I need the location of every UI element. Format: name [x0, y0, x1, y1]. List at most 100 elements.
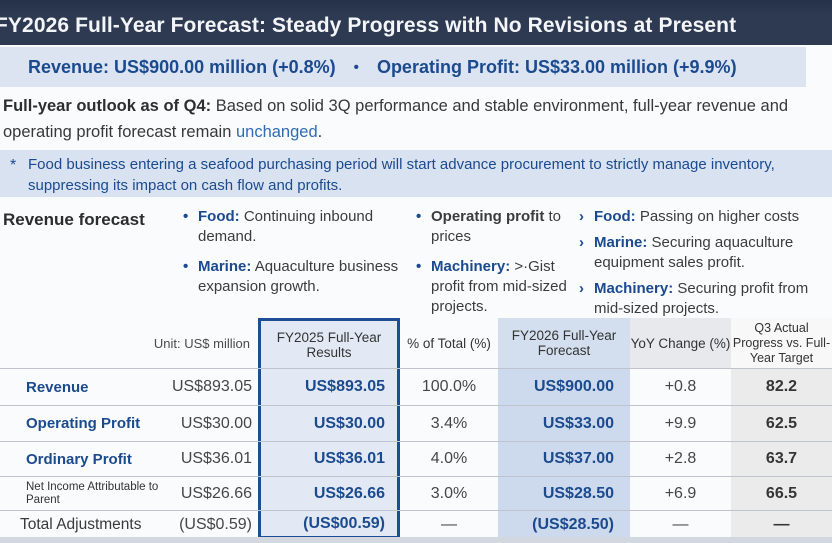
cell-pct: 3.0%: [430, 484, 468, 502]
kpi-bar: Revenue: US$900.00 million (+0.8%) • Ope…: [0, 47, 806, 87]
kpi-revenue: Revenue: US$900.00 million (+0.8%): [28, 57, 336, 78]
forecast-section: Revenue forecast • Food: Continuing inbo…: [0, 203, 832, 316]
page-title: FY2026 Full-Year Forecast: Steady Progre…: [0, 13, 737, 37]
cell-yoy: +6.9: [664, 484, 697, 502]
column-header-q3: Q3 Actual Progress vs. Full-Year Target: [731, 318, 832, 368]
list-item: › Food: Passing on higher costs: [579, 207, 832, 227]
item-text: Securing profit from mid-sized projects.: [594, 280, 809, 316]
kpi-operating-profit: Operating Profit: US$33.00 million (+9.9…: [377, 57, 737, 78]
bullet-icon: •: [416, 258, 422, 275]
cell-q3: 82.2: [731, 369, 832, 405]
item-label: Marine:: [594, 234, 648, 251]
kpi-op-value: US$33.00 million: [524, 56, 669, 77]
cell-current: US$26.66: [180, 484, 252, 502]
arrow-icon: ›: [579, 208, 584, 225]
outlook-highlight: unchanged: [235, 123, 318, 141]
unit-label: Unit: US$ million: [153, 335, 250, 351]
cell-fy2025: US$30.00: [258, 406, 400, 441]
cell-q3: —: [731, 511, 832, 539]
row-label: Operating Profit: [26, 415, 141, 432]
cell-fy2026: (US$28.50): [498, 511, 630, 539]
column-header-fy2026: FY2026 Full-Year Forecast: [498, 318, 630, 368]
cell-yoy: +2.8: [664, 450, 697, 467]
list-item: • Food: Continuing inbound demand.: [183, 207, 411, 247]
column-header-pct: % of Total (%): [407, 335, 491, 351]
note-text: Food business entering a seafood purchas…: [28, 156, 775, 194]
cell-pct: 4.0%: [430, 450, 468, 467]
cell-fy2025: (US$00.59): [258, 511, 400, 539]
arrow-icon: ›: [579, 234, 584, 251]
item-label: Machinery:: [431, 258, 511, 275]
row-label: Total Adjustments: [20, 516, 142, 533]
note-bar: * Food business entering a seafood purch…: [0, 150, 832, 197]
list-item: • Marine: Aquaculture business expansion…: [183, 257, 411, 297]
bullet-separator-icon: •: [353, 58, 359, 76]
kpi-op-change: (+9.9%): [673, 56, 737, 77]
cell-fy2025: US$36.01: [258, 442, 400, 476]
table-header-row: Unit: US$ million FY2025 Full-Year Resul…: [0, 318, 832, 368]
kpi-op-label: Operating Profit:: [376, 56, 520, 77]
list-item: › Marine: Securing aquaculture equipment…: [579, 233, 832, 273]
cell-q3: 63.7: [731, 442, 832, 476]
cell-yoy: +9.9: [664, 414, 697, 432]
kpi-revenue-value: US$900.00 million: [114, 56, 268, 77]
row-label: Ordinary Profit: [26, 450, 132, 468]
table-row: Operating Profit US$30.00 US$30.00 3.4% …: [0, 405, 832, 441]
row-label: Revenue: [26, 378, 89, 396]
cell-current: US$30.00: [180, 414, 252, 432]
cell-fy2026: US$900.00: [498, 369, 630, 405]
list-item: • Machinery: >·Gist profit from mid-size…: [416, 257, 578, 316]
item-text: Securing aquaculture equipment sales pro…: [594, 234, 794, 271]
outlook-paragraph: Full-year outlook as of Q4: Based on sol…: [3, 93, 803, 145]
table-row: Net Income Attributable to Parent US$26.…: [0, 476, 832, 510]
item-label: Food:: [594, 208, 636, 225]
forecast-profit-column: • Operating profit to prices • Machinery…: [416, 207, 578, 316]
cell-current: US$893.05: [171, 378, 252, 395]
list-item: • Operating profit to prices: [416, 207, 578, 247]
bottom-strip: [0, 537, 832, 543]
cell-fy2026: US$28.50: [498, 477, 630, 510]
cell-yoy: +0.8: [664, 378, 697, 395]
title-bar: FY2026 Full-Year Forecast: Steady Progre…: [0, 0, 832, 45]
cell-pct: 100.0%: [421, 378, 477, 395]
cell-current: US$36.01: [180, 450, 252, 467]
cell-pct: 3.4%: [430, 414, 468, 432]
results-table: Unit: US$ million FY2025 Full-Year Resul…: [0, 318, 832, 539]
cell-current: (US$0.59): [179, 516, 252, 533]
cell-q3: 66.5: [731, 477, 832, 510]
item-label: Machinery:: [594, 280, 674, 297]
item-text: Passing on higher costs: [639, 208, 800, 225]
kpi-revenue-label: Revenue:: [28, 56, 110, 77]
kpi-revenue-change: (+0.8%): [272, 56, 336, 77]
cell-q3: 62.5: [731, 406, 832, 441]
item-text: Continuing inbound demand.: [198, 208, 374, 245]
cell-fy2026: US$33.00: [498, 406, 630, 441]
cell-pct: —: [441, 516, 457, 533]
cell-fy2025: US$26.66: [258, 477, 400, 510]
cell-fy2025: US$893.05: [258, 369, 400, 405]
list-item: › Machinery: Securing profit from mid-si…: [579, 279, 832, 316]
arrow-icon: ›: [579, 280, 584, 297]
item-label: Food:: [198, 208, 240, 225]
outlook-period: .: [317, 123, 323, 141]
outlook-body: Based on solid 3Q performance and stable…: [3, 97, 789, 141]
table-row: Ordinary Profit US$36.01 US$36.01 4.0% U…: [0, 441, 832, 476]
table-row: Revenue US$893.05 US$893.05 100.0% US$90…: [0, 368, 832, 405]
table-row: Total Adjustments (US$0.59) (US$00.59) —…: [0, 510, 832, 539]
bullet-icon: •: [416, 208, 422, 225]
outlook-lead: Full-year outlook as of Q4:: [3, 97, 212, 115]
asterisk-icon: *: [10, 157, 17, 174]
forecast-revenue-column: • Food: Continuing inbound demand. • Mar…: [183, 207, 411, 307]
item-label: Marine:: [198, 258, 252, 275]
item-text: >·Gist profit from mid-sized projects.: [431, 258, 567, 315]
cell-yoy: —: [672, 516, 689, 533]
row-label: Net Income Attributable to Parent: [26, 480, 159, 506]
item-text: to prices: [431, 208, 562, 245]
bullet-icon: •: [183, 208, 189, 225]
bullet-icon: •: [183, 258, 189, 275]
forecast-drivers-column: › Food: Passing on higher costs › Marine…: [579, 207, 832, 316]
forecast-heading: Revenue forecast: [3, 210, 145, 229]
item-label: Operating profit: [431, 208, 545, 225]
column-header-yoy: YoY Change (%): [630, 318, 731, 368]
